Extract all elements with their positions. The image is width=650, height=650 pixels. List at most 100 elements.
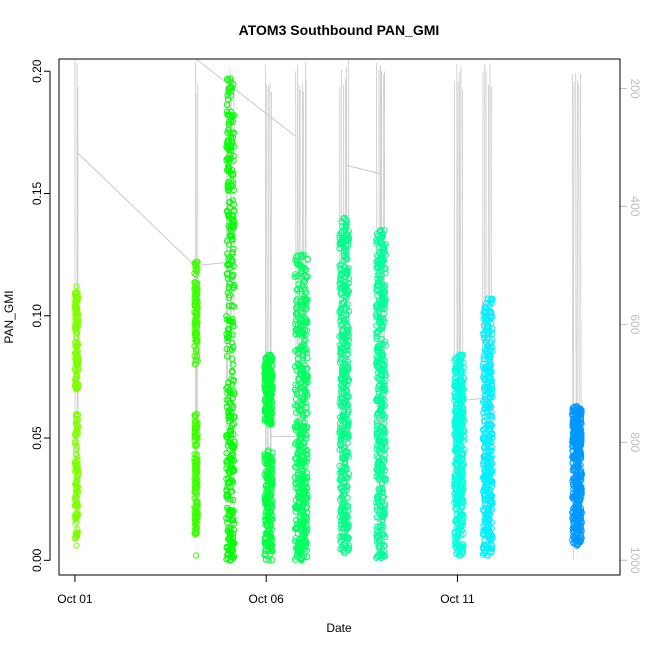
data-point bbox=[230, 245, 237, 253]
data-point bbox=[489, 542, 496, 549]
data-point bbox=[480, 331, 487, 339]
data-point bbox=[299, 412, 306, 420]
y-tick-label: 0.00 bbox=[30, 548, 44, 572]
data-point bbox=[340, 483, 347, 490]
data-point bbox=[341, 299, 348, 306]
data-point bbox=[577, 411, 584, 418]
data-point bbox=[228, 140, 236, 148]
data-point bbox=[193, 418, 200, 425]
data-point bbox=[339, 411, 346, 419]
data-point bbox=[379, 325, 386, 332]
data-point bbox=[378, 479, 386, 487]
data-point bbox=[73, 499, 80, 506]
data-point bbox=[460, 450, 467, 457]
data-point bbox=[223, 167, 231, 174]
data-point bbox=[223, 475, 230, 482]
data-point bbox=[336, 333, 343, 340]
data-point bbox=[488, 545, 496, 553]
altitude-connector-line bbox=[77, 152, 195, 266]
data-point bbox=[453, 421, 461, 429]
right-tick-label: 200 bbox=[628, 78, 642, 98]
data-point bbox=[344, 494, 351, 501]
data-point bbox=[376, 228, 383, 235]
data-point bbox=[73, 335, 80, 342]
data-point bbox=[378, 272, 385, 279]
data-point bbox=[294, 471, 301, 479]
data-point bbox=[345, 376, 353, 383]
data-point bbox=[263, 409, 270, 417]
data-point bbox=[481, 436, 489, 443]
data-point bbox=[378, 263, 385, 270]
data-point bbox=[74, 530, 81, 537]
data-point bbox=[343, 533, 351, 540]
data-point bbox=[338, 239, 345, 246]
series-2016-10-08-6 bbox=[372, 226, 389, 562]
data-point bbox=[482, 401, 489, 408]
data-point bbox=[224, 551, 231, 559]
data-point bbox=[268, 525, 275, 532]
data-point bbox=[296, 421, 304, 428]
data-point bbox=[486, 367, 494, 375]
data-point bbox=[375, 533, 382, 541]
data-point bbox=[229, 182, 237, 190]
data-point bbox=[377, 396, 384, 403]
data-point bbox=[336, 446, 343, 453]
series-2016-10-01-0 bbox=[71, 283, 82, 549]
data-point bbox=[343, 293, 350, 300]
data-point bbox=[225, 261, 232, 268]
data-point bbox=[482, 348, 489, 355]
data-point bbox=[267, 544, 274, 551]
data-point bbox=[570, 492, 578, 499]
data-point bbox=[264, 456, 271, 463]
data-point bbox=[452, 446, 459, 453]
data-point bbox=[261, 550, 269, 558]
data-point bbox=[451, 480, 458, 487]
data-point bbox=[297, 435, 304, 442]
data-point bbox=[229, 197, 237, 204]
data-point bbox=[303, 522, 310, 530]
data-point bbox=[574, 463, 582, 470]
data-point bbox=[297, 443, 304, 451]
data-point bbox=[574, 472, 581, 479]
data-point bbox=[263, 522, 271, 529]
data-point bbox=[373, 240, 380, 247]
data-point bbox=[485, 385, 492, 393]
data-point bbox=[338, 364, 346, 371]
data-point bbox=[301, 457, 309, 465]
data-point bbox=[73, 518, 80, 525]
data-point bbox=[302, 476, 309, 483]
data-point bbox=[375, 319, 383, 326]
data-point bbox=[229, 331, 236, 338]
data-point bbox=[267, 482, 275, 490]
axes: 0.00 0.05 0.10 0.15 0.20 Oct 01 Oct 06 Oct 11 20… bbox=[30, 59, 642, 606]
data-point bbox=[226, 406, 234, 414]
chart-title: ATOM3 Southbound PAN_GMI bbox=[239, 22, 440, 38]
data-point bbox=[74, 526, 81, 533]
data-point bbox=[339, 394, 347, 401]
data-point bbox=[227, 469, 234, 476]
data-point bbox=[482, 316, 490, 324]
data-point bbox=[224, 144, 231, 151]
data-point bbox=[227, 452, 235, 459]
data-point bbox=[377, 406, 385, 414]
data-point bbox=[379, 260, 386, 267]
data-point bbox=[193, 345, 200, 352]
data-point bbox=[460, 446, 467, 453]
data-point bbox=[294, 312, 301, 319]
data-point bbox=[485, 412, 492, 419]
data-point bbox=[488, 492, 496, 499]
data-point bbox=[339, 366, 346, 374]
data-point bbox=[336, 428, 343, 436]
data-point bbox=[380, 310, 387, 318]
data-point bbox=[226, 399, 234, 407]
data-point bbox=[573, 417, 581, 424]
data-point bbox=[380, 360, 388, 368]
data-point bbox=[381, 502, 388, 510]
data-point bbox=[268, 392, 275, 399]
data-point bbox=[72, 413, 80, 420]
data-point bbox=[265, 452, 272, 459]
data-point bbox=[479, 426, 487, 433]
data-point bbox=[577, 537, 584, 545]
data-point bbox=[230, 130, 237, 137]
data-point bbox=[300, 251, 307, 259]
